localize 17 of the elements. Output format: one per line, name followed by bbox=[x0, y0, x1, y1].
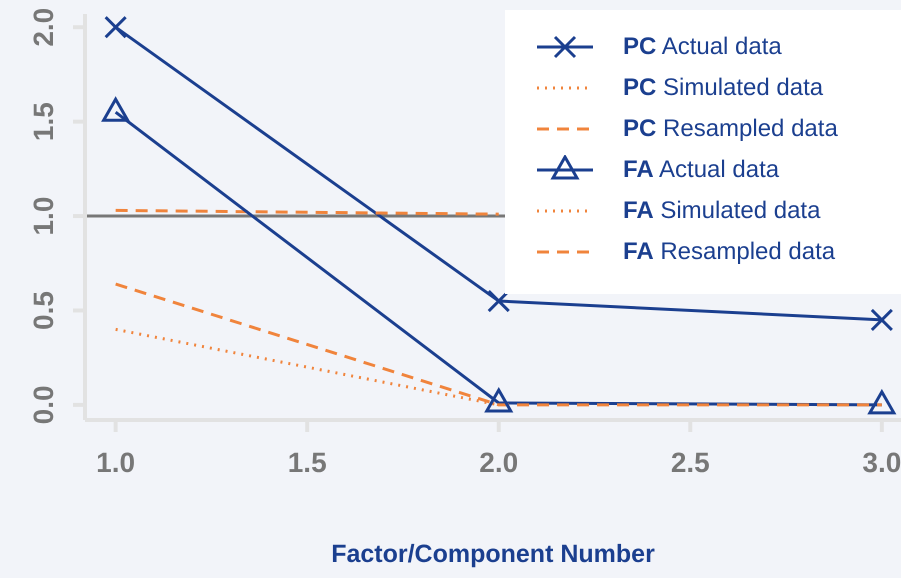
y-tick-label: 2.0 bbox=[28, 8, 59, 47]
x-tick-label: 2.0 bbox=[479, 447, 518, 478]
y-tick-label: 0.5 bbox=[28, 291, 59, 330]
x-tick-label: 2.5 bbox=[670, 447, 710, 478]
legend-label: PC Resampled data bbox=[623, 114, 838, 142]
legend-label: PC Actual data bbox=[623, 32, 782, 60]
y-tick-label: 1.5 bbox=[28, 102, 59, 142]
legend-label: FA Resampled data bbox=[623, 238, 836, 266]
legend-label: FA Actual data bbox=[623, 156, 780, 184]
legend-label: FA Simulated data bbox=[623, 196, 820, 224]
x-tick-label: 1.0 bbox=[96, 447, 136, 478]
x-tick-label: 1.5 bbox=[288, 447, 327, 478]
y-tick-label: 1.0 bbox=[28, 196, 59, 236]
x-tick-label: 3.0 bbox=[862, 447, 901, 478]
y-tick-label: 0.0 bbox=[28, 385, 59, 424]
x-axis-title: Factor/Component Number bbox=[331, 540, 656, 568]
legend-label: PC Simulated data bbox=[623, 74, 824, 102]
